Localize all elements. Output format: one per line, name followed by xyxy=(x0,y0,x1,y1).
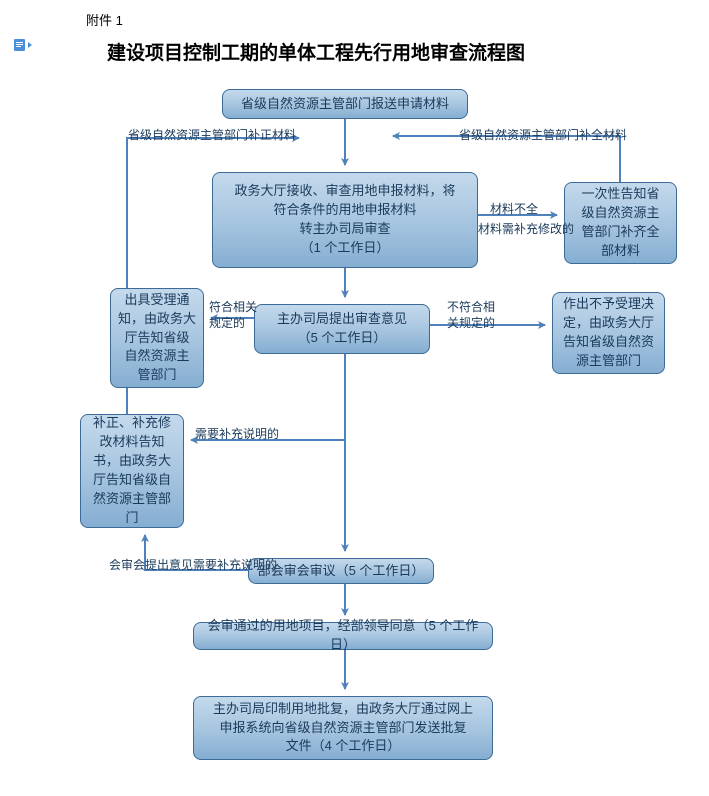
node-text: 政务大厅接收、审查用地申报材料，将 xyxy=(234,182,455,201)
node-text: 一次性告知省 xyxy=(581,185,659,204)
edge-label: 省级自然资源主管部门补全材料 xyxy=(459,128,627,144)
node-text: 部材料 xyxy=(601,242,640,261)
node-text: 定，由政务大厅 xyxy=(563,314,654,333)
flow-node-n5: 出具受理通知，由政务大厅告知省级自然资源主管部门 xyxy=(110,288,204,388)
node-text: 作出不予受理决 xyxy=(563,295,654,314)
node-text: 部会审会审议（5 个工作日） xyxy=(258,562,425,581)
node-text: 补正、补充修 xyxy=(93,414,171,433)
node-text: 然资源主管部 xyxy=(93,490,171,509)
node-text: 源主管部门 xyxy=(576,352,641,371)
edge-label: 省级自然资源主管部门补正材料 xyxy=(128,128,296,144)
flow-node-n3: 一次性告知省级自然资源主管部门补齐全部材料 xyxy=(564,182,677,264)
page-title: 建设项目控制工期的单体工程先行用地审查流程图 xyxy=(107,38,525,65)
flow-node-n2: 政务大厅接收、审查用地申报材料，将符合条件的用地申报材料转主办司局审查（1 个工… xyxy=(212,172,478,268)
node-text: 管部门 xyxy=(137,366,176,385)
node-text: 出具受理通 xyxy=(124,291,189,310)
node-text: （5 个工作日） xyxy=(298,329,387,348)
node-text: 知，由政务大 xyxy=(118,310,196,329)
edge-label: 材料不全 xyxy=(490,202,538,218)
node-text: 自然资源主 xyxy=(124,347,189,366)
node-text: 级自然资源主 xyxy=(581,204,659,223)
flow-node-n9: 会审通过的用地项目，经部领导同意（5 个工作日） xyxy=(193,622,493,650)
node-text: 符合条件的用地申报材料 xyxy=(273,201,416,220)
node-text: （1 个工作日） xyxy=(301,239,390,258)
node-text: 厅告知省级 xyxy=(124,329,189,348)
node-text: 转主办司局审查 xyxy=(299,220,390,239)
edge-label: 符合相关规定的 xyxy=(209,300,257,331)
flow-node-n10: 主办司局印制用地批复，由政务大厅通过网上申报系统向省级自然资源主管部门发送批复文… xyxy=(193,696,493,760)
edge-label: 材料需补充修改的 xyxy=(478,222,574,238)
node-text: 告知省级自然资 xyxy=(563,333,654,352)
node-text: 省级自然资源主管部门报送申请材料 xyxy=(241,95,449,114)
node-text: 书，由政务大 xyxy=(93,452,171,471)
node-text: 厅告知省级自 xyxy=(93,471,171,490)
flow-arrows xyxy=(0,0,709,796)
edge-label: 不符合相关规定的 xyxy=(447,300,495,331)
node-text: 申报系统向省级自然资源主管部门发送批复 xyxy=(219,719,466,738)
node-text: 主办司局印制用地批复，由政务大厅通过网上 xyxy=(213,700,473,719)
flow-node-n4: 主办司局提出审查意见（5 个工作日） xyxy=(254,304,430,354)
flow-node-n7: 补正、补充修改材料告知书，由政务大厅告知省级自然资源主管部门 xyxy=(80,414,184,528)
node-text: 文件（4 个工作日） xyxy=(286,737,401,756)
edge-label: 会审会提出意见需要补充说明的 xyxy=(109,558,277,574)
node-text: 管部门补齐全 xyxy=(581,223,659,242)
node-text: 主办司局提出审查意见 xyxy=(277,310,407,329)
attachment-label: 附件 1 xyxy=(86,10,123,29)
flow-node-n6: 作出不予受理决定，由政务大厅告知省级自然资源主管部门 xyxy=(552,292,665,374)
node-text: 门 xyxy=(125,509,138,528)
flow-node-n1: 省级自然资源主管部门报送申请材料 xyxy=(222,89,468,119)
node-text: 改材料告知 xyxy=(99,433,164,452)
edge-label: 需要补充说明的 xyxy=(195,427,279,443)
document-icon xyxy=(14,38,34,57)
node-text: 会审通过的用地项目，经部领导同意（5 个工作日） xyxy=(198,617,488,655)
